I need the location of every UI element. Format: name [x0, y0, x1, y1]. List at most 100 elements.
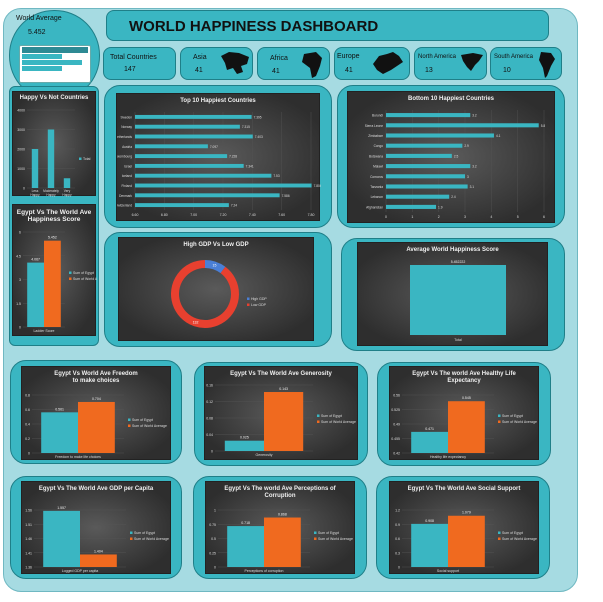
legend-swatch	[130, 537, 133, 540]
x-tick-label: Healthy life expectancy	[430, 455, 466, 459]
data-label: 1.079	[462, 511, 471, 515]
legend-swatch	[498, 420, 501, 423]
y-tick-label: 0.16	[206, 384, 213, 388]
bar	[224, 440, 264, 451]
chart-freedom: Egypt Vs World Ave Freedom to make choic…	[21, 366, 171, 460]
chart-svg: 0 1.5 3 4.5 6 4.067 5.452 Ladder Score Sum of Eg…	[16, 231, 97, 334]
x-tick-label: 7.20	[220, 213, 227, 217]
world-average-value: 5.452	[28, 29, 46, 36]
kpi-value: 41	[272, 68, 280, 75]
bar	[31, 149, 39, 188]
chart-egypt-happiness: Egypt Vs The World Ave Happiness Score 0…	[12, 204, 97, 336]
data-label: 7.395	[254, 115, 262, 119]
legend-swatch	[128, 424, 131, 427]
chart-svg: 6.60 6.80 7.00 7.20 7.40 7.60 7.80 Sweden 7.395 N…	[117, 112, 321, 217]
bar	[135, 154, 228, 159]
y-tick-label: Tanzania	[370, 185, 383, 189]
data-label: 0.143	[279, 387, 288, 391]
y-tick-label: Congo	[374, 144, 384, 148]
bar	[27, 262, 44, 327]
chart-svg: 0 0.04 0.08 0.12 0.16 0.025 0.143 Generosity Sum…	[206, 384, 356, 458]
chart-title: Egypt Vs The world Ave Perceptions of Co…	[224, 486, 336, 499]
legend-swatch	[498, 531, 501, 534]
chart-svg: 0 1 2 3 4 5 6 Burundi 3.2 Sierra Leone 5.8 Zimbabwe…	[365, 110, 545, 219]
x-tick-label: 0	[385, 215, 387, 219]
data-label: 2.9	[464, 144, 469, 148]
x-tick-label: Happy	[30, 193, 40, 197]
bar	[386, 123, 539, 128]
y-tick-label: 1.2	[395, 509, 400, 513]
kpi-asia: Asia 41	[180, 47, 253, 80]
bar	[44, 240, 61, 327]
kpi-value: 41	[195, 67, 203, 74]
legend-swatch	[247, 297, 250, 300]
y-tick-label: 0.49	[393, 423, 400, 427]
y-tick-label: Lebanon	[371, 195, 384, 199]
chart-bottom-10: Bottom 10 Happiest Countries 0 1 2 3 4 5 6 Buru…	[347, 91, 555, 223]
data-label: 0.868	[278, 513, 287, 517]
bar	[135, 193, 280, 198]
legend-swatch	[128, 418, 131, 421]
world-average-label: World Average	[16, 15, 62, 22]
data-label: 0.471	[425, 427, 434, 431]
x-tick-label: 5	[517, 215, 519, 219]
chart-title: Egypt Vs The World Ave Happiness Score	[16, 209, 92, 223]
y-tick-label: 0.4	[25, 423, 30, 427]
europe-map-icon	[373, 52, 403, 74]
chart-corruption: Egypt Vs The world Ave Perceptions of Co…	[205, 481, 355, 574]
y-tick-label: Sierra Leone	[365, 124, 383, 128]
chart-svg: 1.36 1.41 1.46 1.51 1.56 1.557 1.404 Logged GDP…	[25, 506, 169, 573]
x-tick-label: Happy	[62, 193, 72, 197]
bar	[386, 143, 463, 148]
y-tick-label: Luxembourg	[117, 155, 132, 159]
chart-title: Egypt Vs The World Ave GDP per Capita	[38, 486, 154, 492]
chart-avg-happiness: Average World Happiness Score 5.452222 To…	[357, 242, 548, 346]
y-tick-label: 0.75	[209, 523, 216, 527]
chart-svg: 15 132 High GDP Low GDP	[171, 260, 267, 328]
data-label: 2.4	[451, 195, 456, 199]
legend-label: Sum of Egypt	[502, 531, 523, 535]
y-tick-label: 0.455	[391, 437, 400, 441]
bar	[386, 164, 471, 169]
legend-label: Sum of Egypt	[132, 418, 153, 422]
y-tick-label: Botswana	[369, 154, 383, 158]
data-label: 7.315	[242, 125, 250, 129]
bar	[448, 401, 485, 453]
y-tick-label: 0.08	[206, 417, 213, 421]
data-label: 4.067	[31, 258, 40, 262]
y-tick-label: Malawi	[373, 165, 383, 169]
data-label: 3.2	[472, 114, 477, 118]
data-label: 0.545	[462, 396, 471, 400]
chart-title: Egypt Vs The World Ave Generosity	[230, 371, 332, 377]
x-tick-label: Ladder Score	[33, 329, 54, 333]
bar	[410, 265, 506, 335]
chart-happy-vs-not: Happy Vs Not Countries 0 1000 2000 3000 4000…	[12, 91, 96, 197]
bar	[135, 124, 240, 129]
y-tick-label: 0.25	[209, 551, 216, 555]
x-tick-label: Perceptions of corruption	[245, 569, 284, 573]
kpi-total-countries: Total Countries 147	[103, 47, 176, 80]
slicer-panel[interactable]	[19, 45, 91, 83]
data-label: 132	[193, 320, 199, 324]
x-tick-label: 2	[438, 215, 440, 219]
africa-map-icon	[302, 52, 322, 78]
legend-label: Sum of Egypt	[502, 414, 523, 418]
kpi-europe: Europe 41	[334, 47, 410, 80]
kpi-value: 13	[425, 67, 433, 74]
y-tick-label: 1.5	[16, 302, 21, 306]
y-tick-label: 1000	[17, 167, 25, 171]
y-tick-label: 1	[214, 509, 216, 513]
data-label: 15	[213, 264, 217, 268]
legend-label: Sum of World Average	[134, 537, 169, 541]
kpi-value: 10	[503, 67, 511, 74]
title-bar: WORLD HAPPINESS DASHBOARD	[106, 10, 549, 41]
bar	[47, 129, 55, 188]
chart-gdp: Egypt Vs The World Ave GDP per Capita 1.…	[21, 481, 171, 574]
kpi-label: Asia	[193, 54, 207, 61]
south-america-map-icon	[539, 52, 555, 78]
y-tick-label: 0	[211, 450, 213, 454]
data-label: 1.9	[438, 205, 443, 209]
y-tick-label: 1.46	[25, 537, 32, 541]
x-tick-label: Happy	[46, 193, 56, 197]
